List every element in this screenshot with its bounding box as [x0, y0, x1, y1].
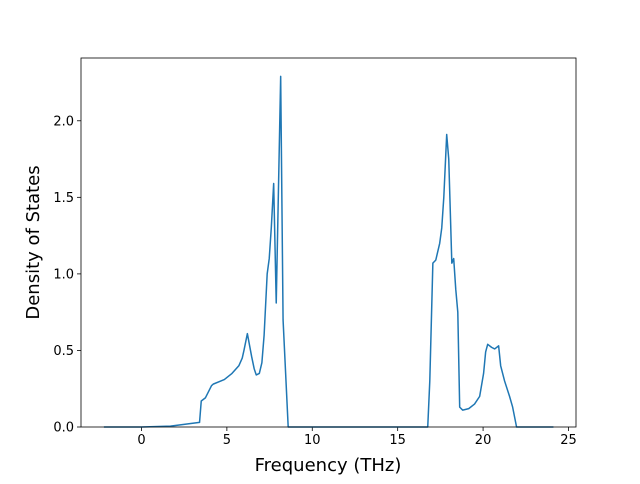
x-tick-label: 10: [304, 433, 321, 448]
y-tick-label: 1.5: [53, 191, 74, 206]
x-axis-label: Frequency (THz): [255, 455, 402, 476]
x-tick-label: 20: [475, 433, 492, 448]
x-tick-label: 25: [560, 433, 577, 448]
x-tick-label: 0: [137, 433, 145, 448]
line: [103, 75, 554, 428]
x-tick-label: 15: [389, 433, 406, 448]
y-tick-label: 2.0: [53, 114, 74, 129]
y-tick-label: 0.0: [53, 421, 74, 436]
x-tick-label: 5: [223, 433, 231, 448]
y-tick-label: 1.0: [53, 267, 74, 282]
y-tick-label: 0.5: [53, 344, 74, 359]
plot-frame: [80, 57, 577, 428]
y-axis-label: Density of States: [23, 165, 44, 319]
